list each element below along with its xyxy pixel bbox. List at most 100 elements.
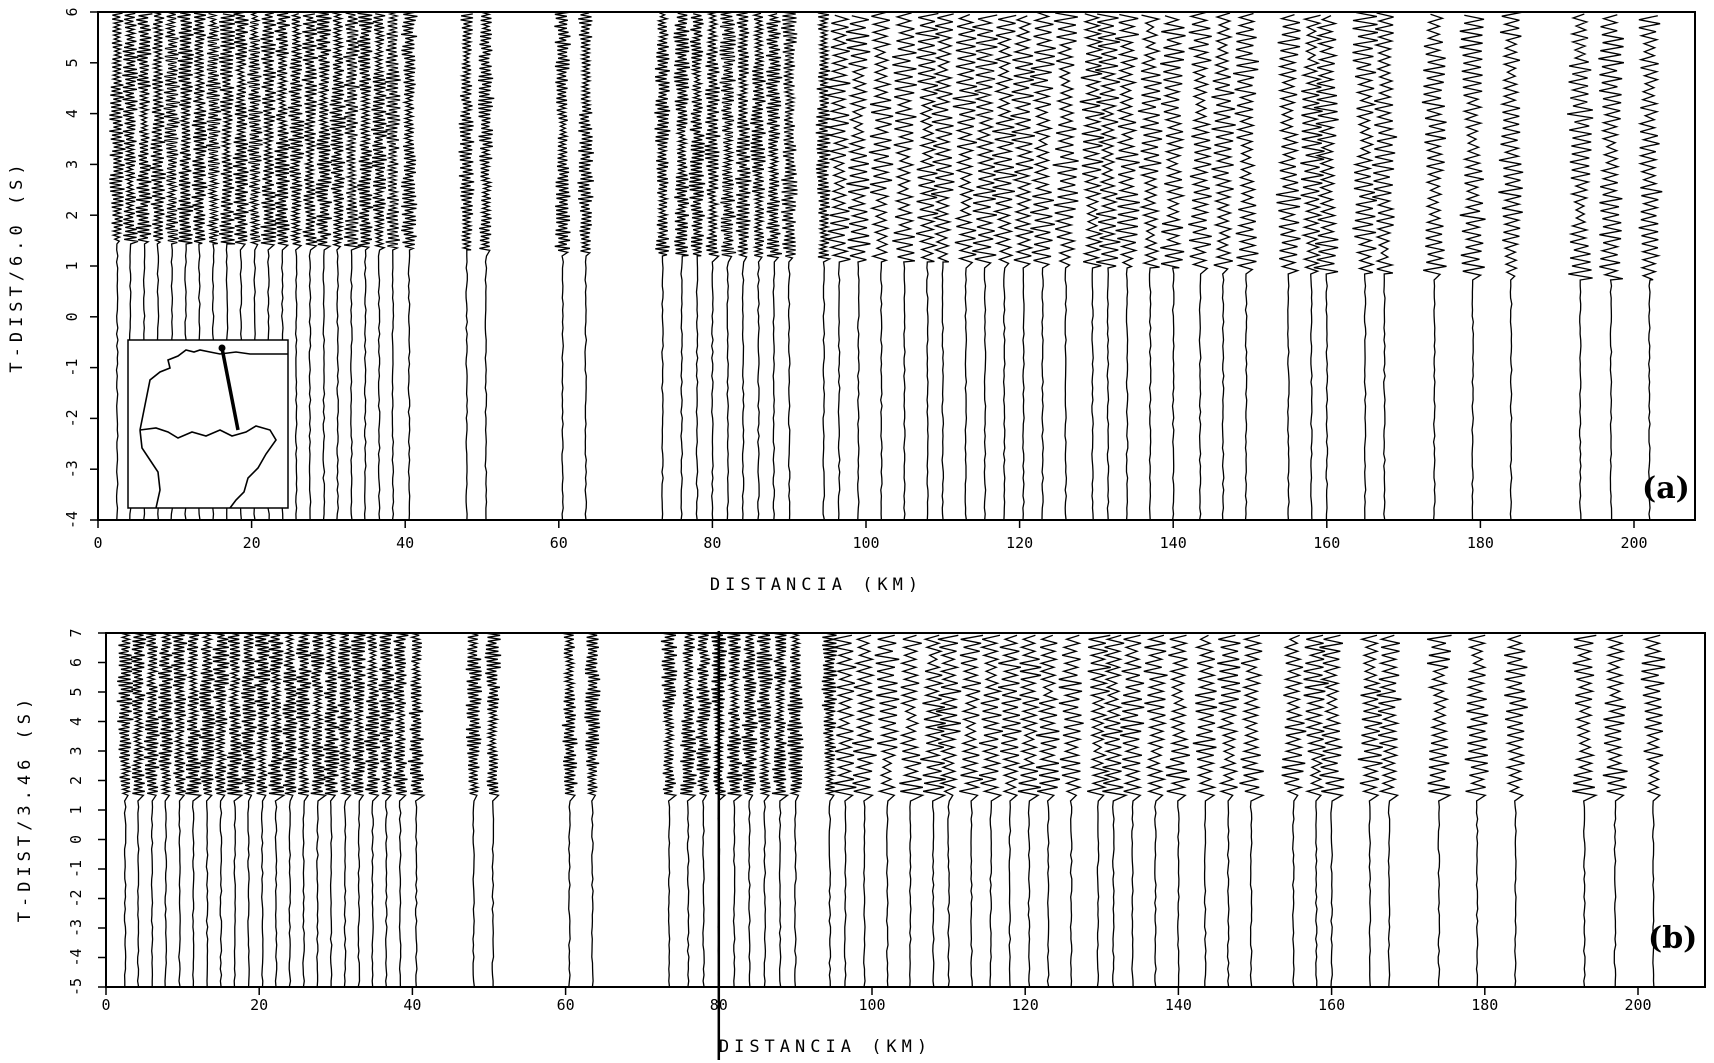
- y-tick-label: 4: [67, 717, 85, 726]
- seismic-trace: [350, 632, 366, 988]
- seismic-trace: [1319, 634, 1345, 988]
- y-tick-label: 6: [63, 7, 81, 16]
- seismic-trace: [1101, 634, 1129, 988]
- seismic-trace: [315, 11, 332, 521]
- seismic-trace: [874, 634, 900, 988]
- seismic-trace: [1239, 634, 1265, 988]
- panel-b-traces: [116, 632, 1666, 988]
- seismic-trace: [1143, 634, 1168, 988]
- panel-a: 0 20 40 60 80 100 120 140 160 180 200 -4 -3 -2 -1 0 1 2 3 4…: [7, 7, 1696, 595]
- y-tick-label: -2: [67, 889, 85, 907]
- seismic-trace: [282, 632, 298, 988]
- seismic-trace: [554, 11, 571, 521]
- seismic-trace: [185, 632, 203, 988]
- seismic-trace: [935, 634, 962, 988]
- seismic-trace: [1300, 14, 1325, 521]
- seismic-trace: [1313, 15, 1339, 521]
- seismic-trace: [1504, 634, 1528, 988]
- seismic-trace: [1598, 14, 1625, 521]
- seismic-trace: [771, 632, 790, 988]
- seismic-trace: [756, 632, 773, 988]
- seismic-trace: [868, 11, 894, 521]
- seismic-trace: [1281, 634, 1307, 988]
- seismic-trace: [1572, 634, 1599, 988]
- seismic-trace: [815, 12, 832, 521]
- seismic-trace: [287, 12, 305, 521]
- seismic-trace: [1376, 634, 1402, 988]
- x-tick-label: 180: [1467, 534, 1494, 552]
- seismic-trace: [400, 11, 418, 521]
- seismic-trace: [1464, 634, 1489, 988]
- x-tick-label: 120: [1012, 996, 1039, 1014]
- panel-a-traces: [109, 11, 1663, 521]
- seismic-trace: [212, 632, 230, 988]
- seismic-trace: [295, 632, 312, 988]
- seismic-trace: [226, 632, 244, 988]
- seismic-trace: [109, 12, 126, 521]
- seismic-trace: [1303, 634, 1329, 988]
- x-tick-label: 60: [557, 996, 575, 1014]
- seismic-trace: [680, 632, 697, 988]
- seismic-trace: [343, 12, 362, 521]
- seismic-trace: [997, 634, 1022, 988]
- seismic-trace: [240, 632, 257, 988]
- panel-a-x-axis-title: DISTANCIA (KM): [710, 575, 923, 595]
- seismic-trace: [915, 12, 940, 521]
- x-tick-label: 200: [1620, 534, 1647, 552]
- y-tick-label: -4: [67, 948, 85, 966]
- x-tick-label: 140: [1165, 996, 1192, 1014]
- y-tick-label: 2: [63, 211, 81, 220]
- seismic-trace: [660, 632, 678, 988]
- x-tick-label: 80: [703, 534, 721, 552]
- seismic-trace: [726, 632, 743, 988]
- seismic-trace: [301, 13, 319, 521]
- y-tick-label: 6: [67, 658, 85, 667]
- y-tick-label: 1: [67, 805, 85, 814]
- seismic-trace: [267, 632, 286, 988]
- seismic-trace: [130, 632, 147, 988]
- seismic-trace: [892, 12, 917, 521]
- seismic-trace: [584, 632, 601, 988]
- y-tick-label: -5: [67, 978, 85, 996]
- seismic-trace: [577, 12, 595, 521]
- seismic-trace: [1426, 634, 1452, 988]
- x-tick-label: 20: [250, 996, 268, 1014]
- seismic-trace: [392, 632, 409, 988]
- seismic-trace: [370, 13, 388, 521]
- seismic-trace: [364, 632, 381, 988]
- seismic-trace: [673, 12, 690, 521]
- inset-map-coastline-north: [139, 349, 288, 431]
- seismic-trace: [695, 632, 712, 988]
- inset-map-frame: [127, 339, 289, 509]
- x-tick-label: 180: [1471, 996, 1498, 1014]
- seismic-trace: [337, 632, 353, 988]
- panel-a-tag: (a): [1642, 471, 1690, 506]
- seismic-trace: [253, 632, 271, 988]
- x-tick-label: 100: [858, 996, 885, 1014]
- panel-b-tag: (b): [1648, 921, 1697, 956]
- inset-map-profile-line: [220, 347, 240, 431]
- seismic-trace: [458, 13, 475, 521]
- seismic-trace: [719, 11, 737, 521]
- seismic-trace: [750, 12, 766, 521]
- seismic-trace: [765, 12, 783, 521]
- seismic-trace: [171, 632, 188, 988]
- y-tick-label: -1: [67, 860, 85, 878]
- seismic-trace: [1232, 12, 1260, 521]
- seismic-trace: [1640, 634, 1666, 988]
- panel-b-y-axis-title: T-DIST/3.46 (S): [15, 694, 35, 923]
- y-tick-label: -1: [63, 359, 81, 377]
- x-tick-label: 0: [93, 534, 102, 552]
- panel-a-ticks: 0 20 40 60 80 100 120 140 160 180 200 -4 -3 -2 -1 0 1 2 3 4…: [63, 7, 1648, 552]
- seismic-trace: [1095, 13, 1121, 521]
- seismic-trace: [1421, 13, 1447, 521]
- y-tick-label: -3: [63, 460, 81, 478]
- inset-map-coastline-west: [139, 429, 161, 509]
- seismic-trace: [384, 11, 401, 521]
- seismic-trace: [1087, 634, 1111, 988]
- seismic-trace: [832, 634, 857, 988]
- y-tick-label: 0: [67, 835, 85, 844]
- seismic-trace: [1211, 12, 1236, 521]
- x-tick-label: 20: [243, 534, 261, 552]
- seismic-trace: [1035, 634, 1061, 988]
